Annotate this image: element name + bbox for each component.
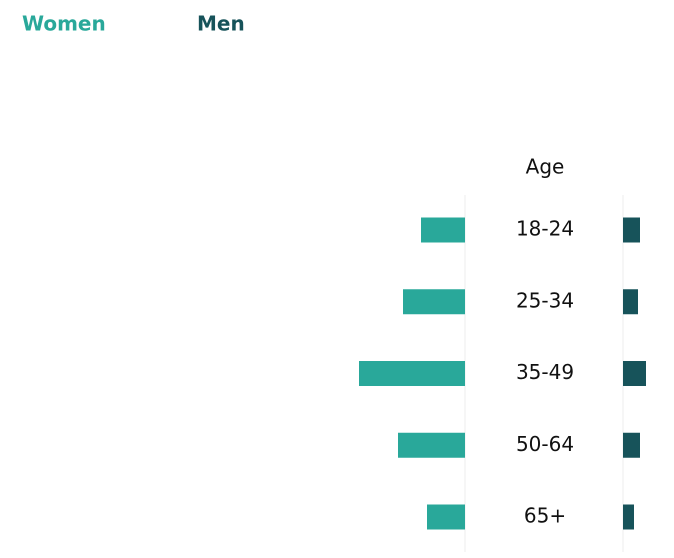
bar-women xyxy=(427,504,465,530)
legend-women: Women xyxy=(22,12,106,36)
category-label: 25-34 xyxy=(516,288,574,312)
bar-women xyxy=(421,217,465,243)
bar-men xyxy=(623,432,640,458)
bar-men xyxy=(623,217,640,243)
bar-men xyxy=(623,361,646,386)
bar-women xyxy=(398,432,465,458)
bar-women xyxy=(359,361,465,386)
category-label: 50-64 xyxy=(516,432,574,456)
bar-men xyxy=(623,504,634,530)
legend-men: Men xyxy=(197,12,245,36)
bar-women xyxy=(403,289,465,315)
bar-men xyxy=(623,289,638,315)
category-label: 18-24 xyxy=(516,217,574,241)
category-label: 65+ xyxy=(524,504,566,528)
category-label: 35-49 xyxy=(516,360,574,384)
axis-title: Age xyxy=(526,155,565,179)
